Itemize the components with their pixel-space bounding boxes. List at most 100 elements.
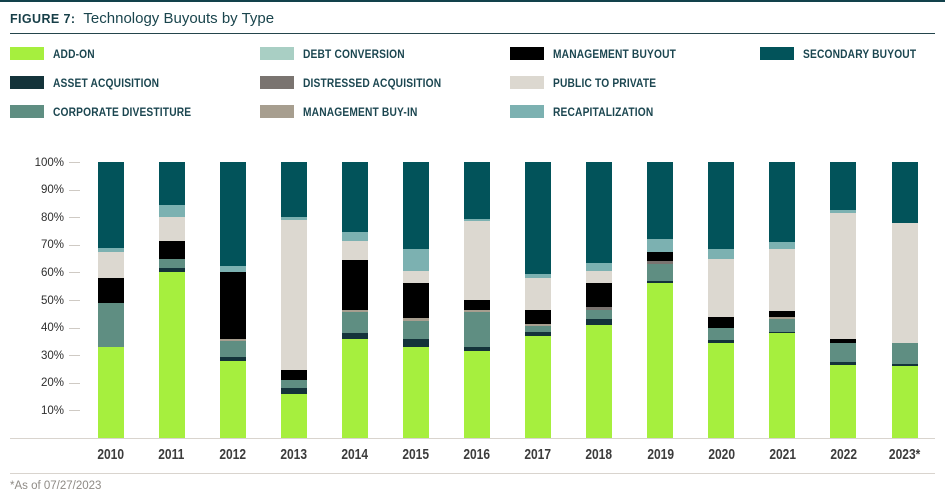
x-label-slot: 2016: [446, 446, 507, 464]
y-tick-mark: [69, 355, 80, 357]
x-label-slot: 2013: [263, 446, 324, 464]
legend-item-secondary-buyout: SECONDARY BUYOUT: [760, 47, 936, 61]
bar-segment-corporate-divestiture: [402, 320, 429, 339]
bar-slot-2017: [508, 162, 569, 438]
bar-segment-public-to-private: [525, 277, 552, 310]
bar-slot-2011: [141, 162, 202, 438]
legend-swatch-corporate-divestiture: [10, 105, 44, 118]
bar-segment-recapitalization: [830, 210, 857, 214]
legend-label: DEBT CONVERSION: [303, 46, 405, 61]
stacked-bar-2010: [97, 162, 124, 438]
bar-segment-asset-acquisition: [280, 388, 307, 394]
x-axis-label-2022: 2022: [830, 446, 857, 463]
bar-segment-secondary-buyout: [525, 162, 552, 274]
x-axis-label-2012: 2012: [219, 446, 247, 463]
bar-segment-secondary-buyout: [341, 162, 368, 233]
plot-bars: [80, 162, 935, 438]
bar-segment-distressed-acquisition: [586, 306, 613, 310]
bar-segment-asset-acquisition: [341, 333, 368, 339]
bar-segment-public-to-private: [402, 271, 429, 284]
bar-segment-secondary-buyout: [97, 162, 124, 248]
bar-segment-recapitalization: [219, 265, 246, 273]
bar-segment-add-on: [402, 346, 429, 438]
stacked-bar-2019: [647, 162, 674, 438]
bar-segment-public-to-private: [158, 217, 185, 241]
x-label-slot: 2011: [141, 446, 202, 464]
legend-swatch-add-on: [10, 47, 44, 60]
stacked-bar-2013: [280, 162, 307, 438]
x-label-slot: 2018: [569, 446, 630, 464]
bar-segment-public-to-private: [891, 222, 918, 343]
bar-segment-corporate-divestiture: [891, 342, 918, 364]
bar-slot-2014: [324, 162, 385, 438]
x-axis-labels: 2010 2011 2012 2013 2014 2015 2016 2017 2018 2019…: [10, 439, 935, 464]
bar-segment-recapitalization: [97, 247, 124, 252]
y-tick-100: 100%: [10, 157, 80, 169]
bar-segment-management-buyout: [158, 240, 185, 259]
bar-segment-corporate-divestiture: [97, 302, 124, 347]
bar-segment-public-to-private: [769, 248, 796, 312]
bar-segment-public-to-private: [97, 251, 124, 278]
bar-slot-2022: [813, 162, 874, 438]
stacked-bar-2014: [341, 162, 368, 438]
legend-item-public-to-private: PUBLIC TO PRIVATE: [510, 76, 760, 90]
bar-segment-secondary-buyout: [402, 162, 429, 249]
x-label-slot: 2020: [691, 446, 752, 464]
bar-segment-corporate-divestiture: [464, 312, 490, 347]
bar-slot-2010: [80, 162, 141, 438]
y-tick-mark: [69, 217, 80, 219]
bar-segment-corporate-divestiture: [341, 312, 368, 334]
y-tick-label: 50%: [40, 294, 64, 307]
bar-segment-secondary-buyout: [769, 162, 796, 243]
bar-segment-asset-acquisition: [891, 363, 918, 367]
bar-segment-corporate-divestiture: [708, 327, 735, 341]
y-tick-mark: [69, 327, 80, 329]
bar-segment-add-on: [219, 360, 246, 438]
bar-segment-corporate-divestiture: [647, 264, 674, 281]
bar-slot-2021: [752, 162, 813, 438]
bar-segment-add-on: [280, 393, 307, 438]
stacked-bar-2018: [586, 162, 613, 438]
bar-segment-recapitalization: [402, 248, 429, 272]
bar-segment-recapitalization: [586, 262, 613, 272]
y-tick-mark: [69, 189, 80, 191]
bar-segment-add-on: [158, 272, 185, 438]
x-axis-label-2016: 2016: [463, 446, 491, 463]
x-label-slot: 2014: [324, 446, 385, 464]
bar-segment-asset-acquisition: [219, 356, 246, 361]
stacked-bar-2012: [219, 162, 246, 438]
x-label-slot: 2017: [508, 446, 569, 464]
x-axis-label-2021: 2021: [769, 446, 796, 463]
bar-segment-secondary-buyout: [891, 162, 918, 223]
x-label-slot: 2012: [202, 446, 263, 464]
legend-swatch-debt-conversion: [260, 47, 294, 60]
bar-segment-management-buyout: [464, 300, 490, 310]
y-tick-mark: [69, 300, 80, 301]
y-tick-mark: [69, 272, 80, 274]
x-axis-label-2018: 2018: [585, 446, 613, 463]
bar-slot-2013: [263, 162, 324, 438]
y-tick-label: 40%: [40, 322, 64, 335]
x-axis-label-2023-: 2023*: [888, 446, 921, 463]
bar-segment-add-on: [525, 335, 552, 438]
x-label-slot: 2023*: [874, 446, 935, 464]
bar-segment-asset-acquisition: [769, 331, 796, 334]
legend-item-debt-conversion: DEBT CONVERSION: [260, 46, 510, 61]
bar-segment-management-buyout: [708, 316, 735, 328]
bar-segment-public-to-private: [464, 221, 490, 301]
bar-segment-management-buyout: [97, 277, 124, 303]
bar-slot-2023-: [874, 162, 935, 438]
x-axis-label-2010: 2010: [97, 446, 124, 463]
x-label-slot: 2022: [813, 446, 874, 464]
bar-segment-secondary-buyout: [586, 162, 613, 263]
x-label-slot: 2015: [385, 446, 446, 464]
legend-item-management-buyout: MANAGEMENT BUYOUT: [510, 47, 760, 61]
y-tick-label: 30%: [40, 349, 64, 362]
bar-segment-corporate-divestiture: [830, 342, 857, 363]
legend-label: CORPORATE DIVESTITURE: [53, 104, 192, 119]
x-axis-label-2015: 2015: [402, 446, 430, 463]
stacked-bar-2023-: [891, 162, 918, 438]
legend-swatch-management-buyout: [510, 47, 544, 60]
bar-segment-asset-acquisition: [708, 340, 735, 343]
bar-segment-corporate-divestiture: [219, 341, 246, 357]
